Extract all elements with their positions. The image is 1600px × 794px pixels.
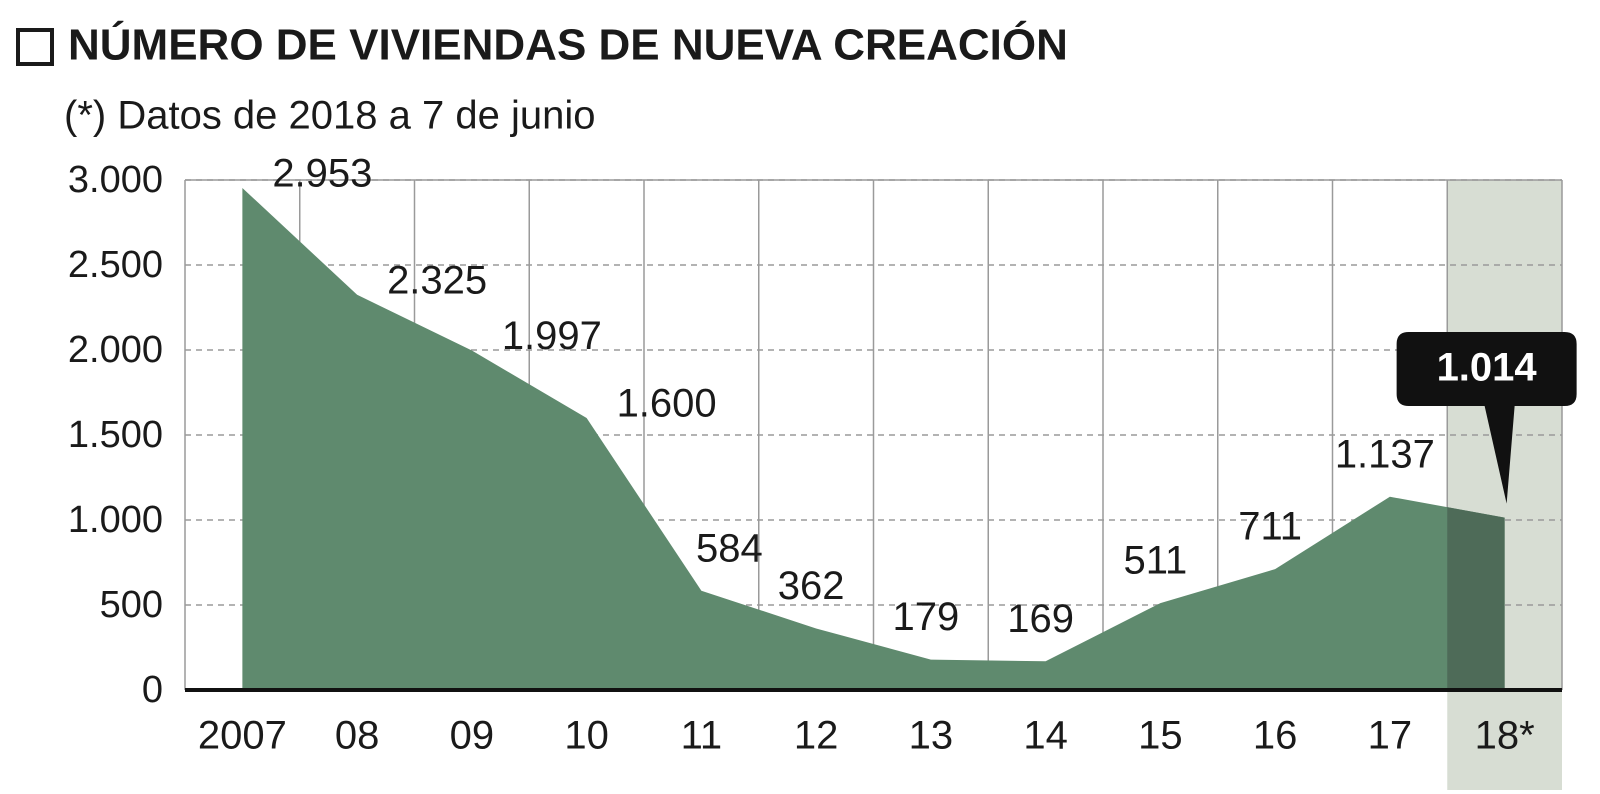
highlight-area xyxy=(1447,507,1505,690)
x-tick-label: 10 xyxy=(564,714,609,758)
y-tick-label: 500 xyxy=(100,584,163,626)
value-label: 511 xyxy=(1123,539,1187,583)
value-label: 169 xyxy=(1007,597,1074,641)
x-tick-label: 18* xyxy=(1475,714,1535,758)
x-tick-label: 11 xyxy=(681,714,723,758)
value-label: 584 xyxy=(696,526,763,570)
y-tick-label: 3.000 xyxy=(68,159,163,201)
x-tick-label: 08 xyxy=(335,714,380,758)
value-label: 1.137 xyxy=(1335,432,1435,476)
x-tick-label: 17 xyxy=(1368,714,1413,758)
chart-title: NÚMERO DE VIVIENDAS DE NUEVA CREACIÓN xyxy=(68,20,1068,70)
value-label: 362 xyxy=(778,564,845,608)
value-label: 1.014 xyxy=(1437,346,1538,390)
value-label: 2.953 xyxy=(272,152,372,196)
value-label: 1.997 xyxy=(502,314,602,358)
x-tick-label: 14 xyxy=(1023,714,1068,758)
x-tick-label: 12 xyxy=(794,714,839,758)
x-tick-label: 09 xyxy=(450,714,495,758)
title-icon xyxy=(16,28,54,66)
value-label: 179 xyxy=(893,595,960,639)
callout-box xyxy=(1396,332,1577,504)
y-tick-label: 2.000 xyxy=(68,329,163,371)
chart-subtitle: (*) Datos de 2018 a 7 de junio xyxy=(64,94,595,138)
x-tick-label: 2007 xyxy=(198,714,287,758)
area xyxy=(242,187,1505,691)
y-tick-label: 2.500 xyxy=(68,244,163,286)
x-tick-label: 15 xyxy=(1138,714,1183,758)
value-label: 711 xyxy=(1238,505,1302,549)
y-tick-label: 1.000 xyxy=(68,499,163,541)
value-label: 2.325 xyxy=(387,258,487,302)
x-tick-label: 13 xyxy=(909,714,954,758)
value-label: 1.600 xyxy=(617,382,717,426)
y-tick-label: 1.500 xyxy=(68,414,163,456)
x-tick-label: 16 xyxy=(1253,714,1298,758)
y-tick-label: 0 xyxy=(142,669,163,711)
